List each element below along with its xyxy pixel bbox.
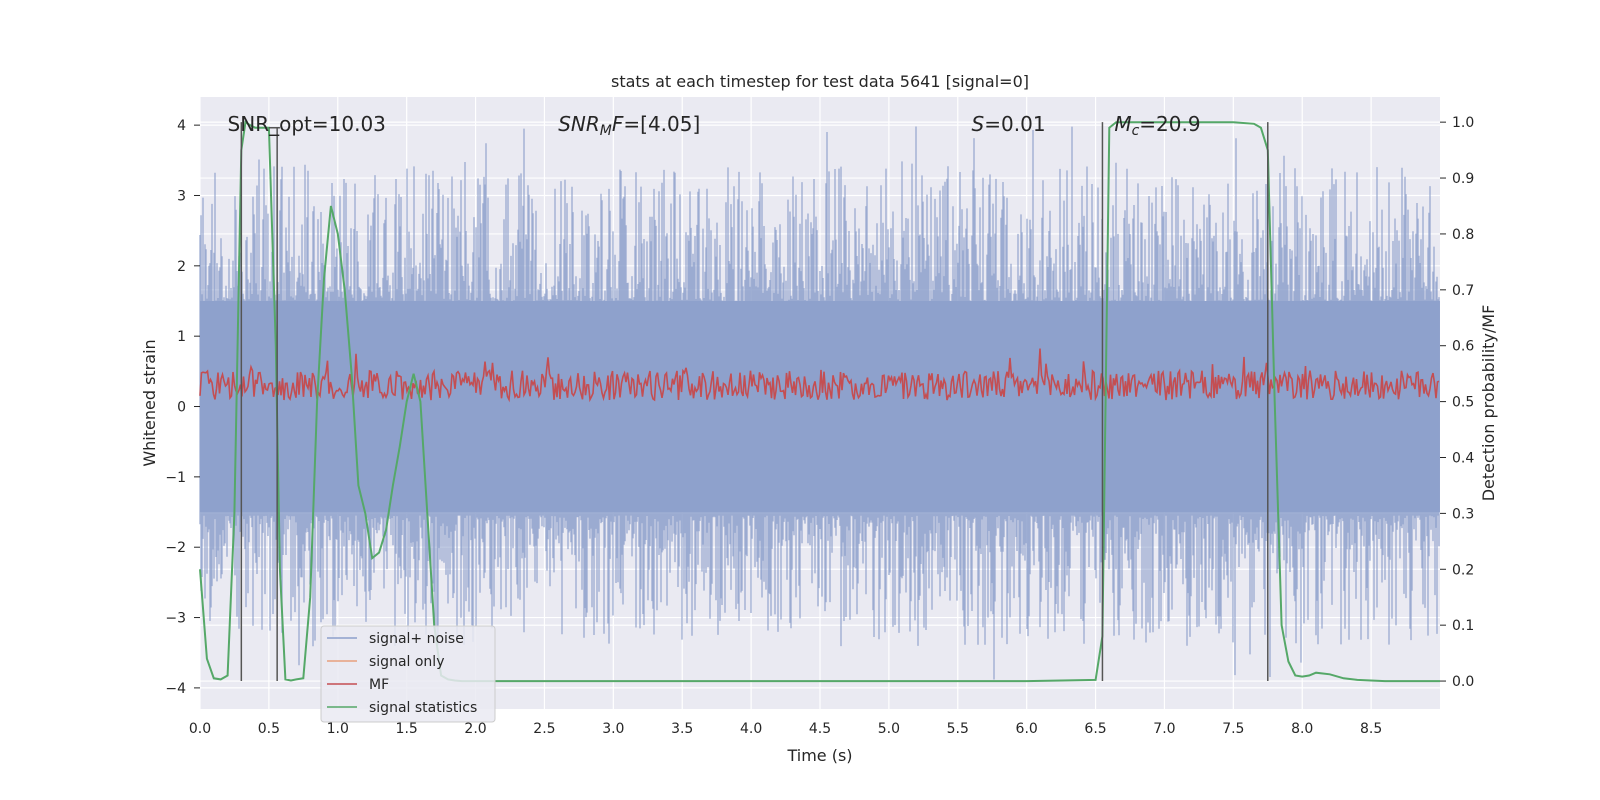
y-right-tick-label: 1.0 bbox=[1452, 115, 1474, 131]
x-axis-label: Time (s) bbox=[786, 746, 852, 765]
chart-title: stats at each timestep for test data 564… bbox=[611, 72, 1029, 91]
y-tick-label: −2 bbox=[165, 540, 186, 556]
annotation-s: S=0.01 bbox=[972, 112, 1046, 136]
y-axis-label-left: Whitened strain bbox=[140, 339, 159, 466]
x-tick-label: 4.0 bbox=[740, 721, 762, 737]
x-tick-label: 3.5 bbox=[671, 721, 693, 737]
tick-labels: 0.0 0.5 1.0 1.5 2.0 2.5 3.0 3.5 4.0 4.5 5.0 5.5 6.0 6… bbox=[165, 115, 1474, 737]
x-tick-label: 8.5 bbox=[1360, 721, 1382, 737]
y-right-tick-label: 0.3 bbox=[1452, 506, 1474, 522]
x-tick-label: 6.0 bbox=[1016, 721, 1038, 737]
x-tick-label: 2.0 bbox=[464, 721, 486, 737]
x-tick-label: 4.5 bbox=[809, 721, 831, 737]
x-tick-label: 0.0 bbox=[189, 721, 211, 737]
vertical-markers bbox=[240, 122, 1269, 682]
x-tick-label: 1.5 bbox=[396, 721, 418, 737]
y-axis-label-right: Detection probability/MF bbox=[1479, 305, 1498, 502]
y-right-tick-label: 0.2 bbox=[1452, 562, 1474, 578]
y-right-tick-label: 0.0 bbox=[1452, 674, 1474, 690]
x-tick-label: 5.0 bbox=[878, 721, 900, 737]
x-tick-label: 3.0 bbox=[602, 721, 624, 737]
y-tick-label: 1 bbox=[177, 329, 186, 345]
series-mf bbox=[199, 348, 1440, 403]
x-tick-label: 1.0 bbox=[327, 721, 349, 737]
y-tick-label: 4 bbox=[177, 118, 186, 134]
legend-label-signal-plus-noise: signal+ noise bbox=[369, 631, 464, 647]
y-right-tick-label: 0.6 bbox=[1452, 339, 1474, 355]
annotation-mc: Mc=20.9 bbox=[1114, 112, 1200, 139]
x-tick-label: 6.5 bbox=[1084, 721, 1106, 737]
noise-dense-band bbox=[200, 301, 1440, 513]
x-tick-label: 0.5 bbox=[258, 721, 280, 737]
y-right-tick-label: 0.1 bbox=[1452, 618, 1474, 634]
mf-line bbox=[199, 348, 1440, 403]
legend: signal+ noise signal only MF signal stat… bbox=[320, 625, 496, 723]
legend-label-mf: MF bbox=[369, 677, 389, 693]
y-tick-label: −3 bbox=[165, 611, 186, 627]
x-tick-label: 2.5 bbox=[533, 721, 555, 737]
y-right-tick-label: 0.8 bbox=[1452, 227, 1474, 243]
y-right-tick-label: 0.7 bbox=[1452, 283, 1474, 299]
legend-label-signal-only: signal only bbox=[369, 654, 444, 670]
y-tick-label: 0 bbox=[177, 400, 186, 416]
y-right-tick-label: 0.5 bbox=[1452, 395, 1474, 411]
y-tick-label: 3 bbox=[177, 188, 186, 204]
y-right-tick-label: 0.9 bbox=[1452, 171, 1474, 187]
y-right-tick-label: 0.4 bbox=[1452, 450, 1474, 466]
x-tick-label: 7.5 bbox=[1222, 721, 1244, 737]
legend-label-signal-statistics: signal statistics bbox=[369, 700, 477, 716]
legend-frame bbox=[320, 625, 496, 723]
x-tick-label: 8.0 bbox=[1291, 721, 1313, 737]
y-tick-label: −1 bbox=[165, 470, 186, 486]
y-tick-label: −4 bbox=[165, 681, 186, 697]
annotation-snr-opt: SNR_opt=10.03 bbox=[228, 112, 386, 136]
x-tick-label: 7.0 bbox=[1153, 721, 1175, 737]
x-tick-label: 5.5 bbox=[947, 721, 969, 737]
y-tick-label: 2 bbox=[177, 259, 186, 275]
annotation-snr-mf: SNRMF=[4.05] bbox=[558, 112, 700, 139]
annotations: SNR_opt=10.03 SNRMF=[4.05] S=0.01 Mc=20.9 bbox=[228, 112, 1201, 139]
